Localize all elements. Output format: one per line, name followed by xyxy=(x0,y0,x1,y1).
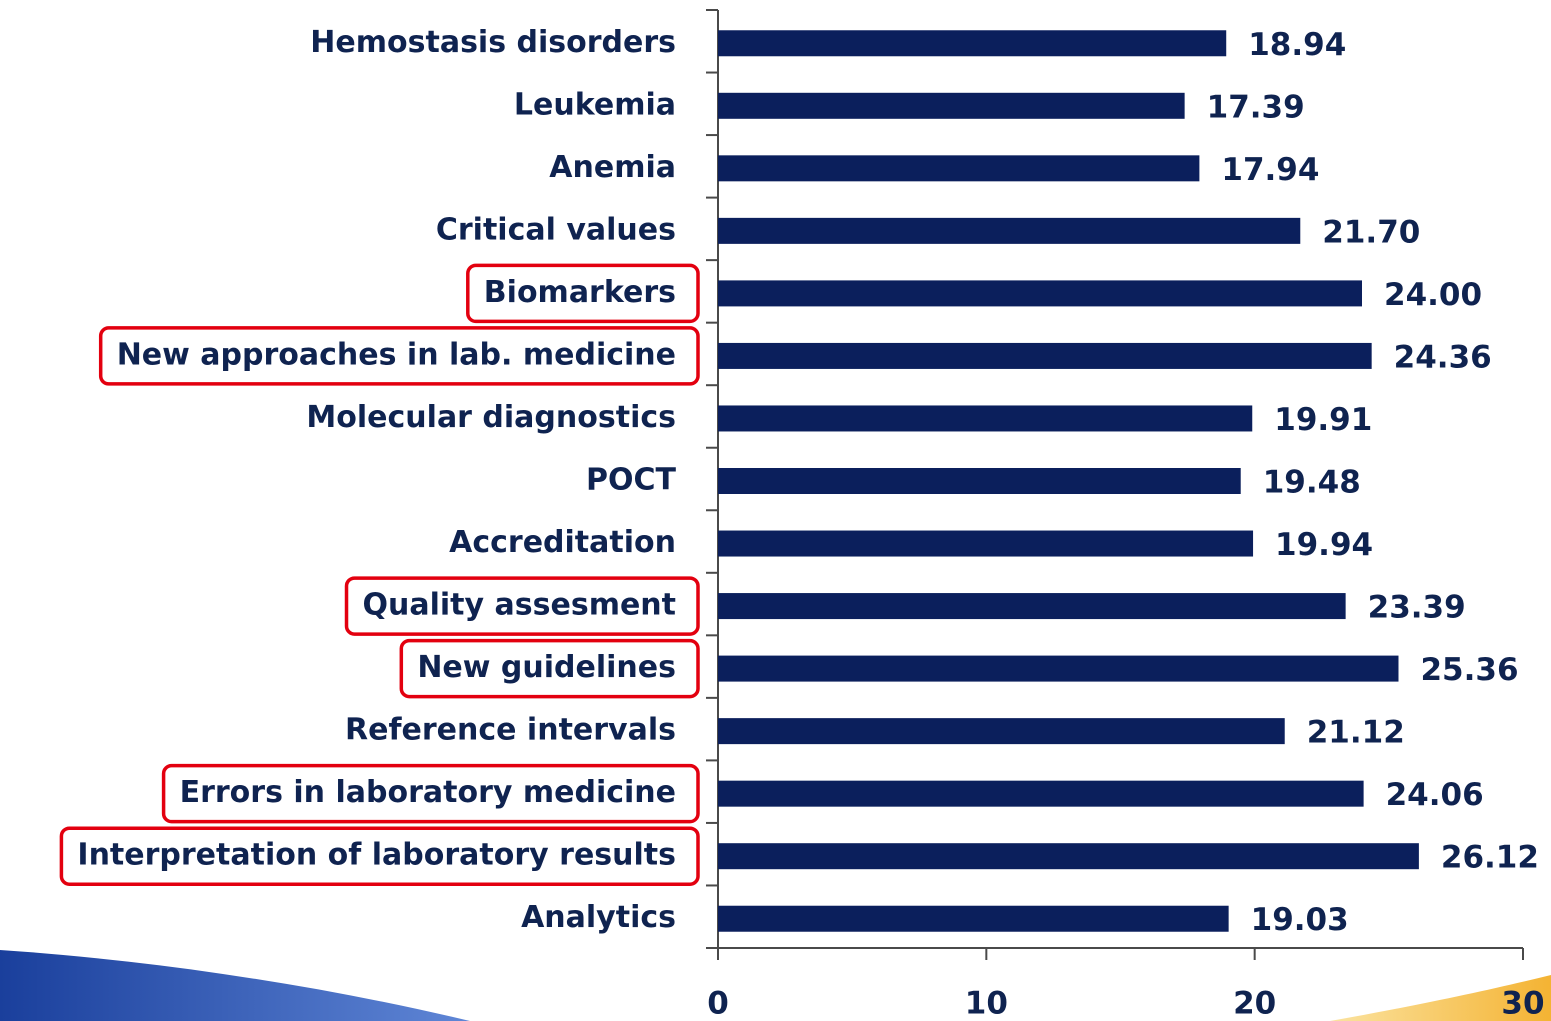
bar xyxy=(718,217,1301,244)
category-label: POCT xyxy=(586,463,677,498)
category-label: Errors in laboratory medicine xyxy=(180,775,676,810)
category-label: New guidelines xyxy=(417,650,676,685)
bar xyxy=(718,718,1285,745)
bar xyxy=(718,905,1229,932)
highlight-box xyxy=(344,576,700,636)
category-label: New approaches in lab. medicine xyxy=(117,337,676,372)
bar xyxy=(718,280,1362,307)
value-label: 17.94 xyxy=(1221,152,1319,188)
value-label: 25.36 xyxy=(1420,652,1518,688)
highlight-box xyxy=(399,638,700,699)
value-label: 24.36 xyxy=(1394,339,1492,375)
bar xyxy=(718,405,1253,432)
x-tick-label: 10 xyxy=(965,986,1008,1021)
value-label: 21.12 xyxy=(1307,715,1405,751)
bar xyxy=(718,843,1419,870)
category-label: Quality assesment xyxy=(363,588,676,623)
value-label: 18.94 xyxy=(1248,27,1346,63)
category-label: Accreditation xyxy=(449,525,676,560)
bar xyxy=(718,780,1364,807)
decor-swoosh xyxy=(0,950,470,1021)
bar xyxy=(718,30,1227,57)
bar xyxy=(718,655,1399,682)
category-label: Interpretation of laboratory results xyxy=(77,838,676,873)
category-label: Reference intervals xyxy=(345,713,676,748)
bar xyxy=(718,92,1185,119)
bar xyxy=(718,530,1254,557)
category-label: Hemostasis disorders xyxy=(310,25,676,60)
value-label: 19.03 xyxy=(1251,902,1349,938)
x-tick-label: 0 xyxy=(707,986,729,1021)
highlight-box xyxy=(59,826,700,886)
category-label: Leukemia xyxy=(514,87,676,122)
x-tick-label: 20 xyxy=(1233,986,1276,1021)
x-tick-label: 30 xyxy=(1501,986,1544,1021)
value-label: 21.70 xyxy=(1322,214,1420,250)
value-label: 24.00 xyxy=(1384,277,1482,313)
bar xyxy=(718,468,1241,494)
bar xyxy=(718,155,1200,182)
bar xyxy=(718,593,1346,620)
value-label: 19.94 xyxy=(1275,527,1373,563)
highlight-box xyxy=(466,263,700,324)
category-label: Critical values xyxy=(436,212,676,247)
value-label: 17.39 xyxy=(1207,89,1305,125)
highlight-box xyxy=(161,763,700,824)
highlight-box xyxy=(98,326,700,386)
bar xyxy=(718,342,1372,369)
value-label: 19.91 xyxy=(1274,402,1372,438)
category-label: Anemia xyxy=(549,150,676,185)
value-label: 19.48 xyxy=(1263,465,1361,501)
category-label: Molecular diagnostics xyxy=(306,400,676,435)
category-label: Analytics xyxy=(521,900,676,935)
value-label: 26.12 xyxy=(1441,840,1539,876)
value-label: 24.06 xyxy=(1386,777,1484,813)
plot-area: 0 10 20 30 Hemostasis disorders 18.94 Leukemia… xyxy=(59,9,1545,1021)
value-label: 23.39 xyxy=(1368,590,1466,626)
decor-swoosh xyxy=(1330,975,1551,1021)
category-label: Biomarkers xyxy=(484,275,676,310)
